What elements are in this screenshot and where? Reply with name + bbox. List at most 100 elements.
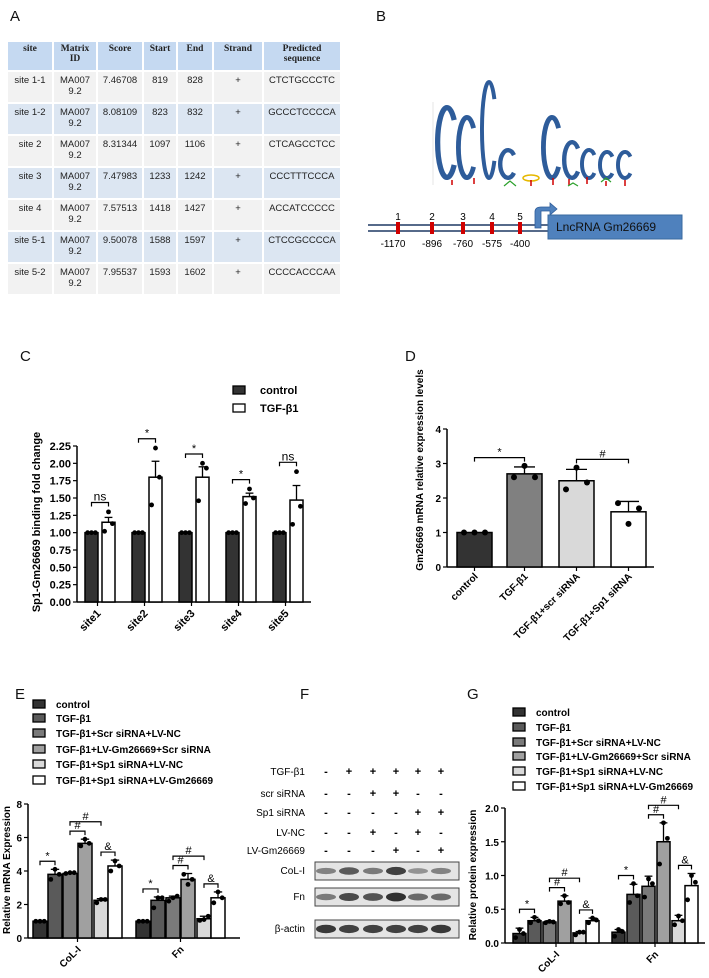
bar	[165, 897, 181, 939]
data-point	[102, 897, 108, 902]
data-point	[625, 520, 632, 527]
logo-letter-c	[541, 115, 561, 180]
binding-site-number: 2	[429, 212, 435, 223]
table-header-row: site Matrix ID Score Start End Strand Pr…	[8, 42, 342, 71]
data-point	[140, 918, 146, 924]
significance-label: *	[148, 878, 153, 890]
x-tick-label: site1	[77, 608, 103, 634]
data-point	[243, 501, 249, 506]
y-tick-label: 1	[435, 529, 441, 540]
data-point	[616, 927, 621, 932]
data-point	[106, 509, 111, 515]
protein-band	[363, 867, 383, 875]
table-cell: 1588	[143, 230, 178, 263]
legend-swatch	[512, 751, 526, 761]
col-score: Score	[97, 42, 144, 71]
data-point	[37, 918, 43, 924]
significance-label: &	[104, 841, 112, 853]
table-cell: 1602	[177, 262, 214, 294]
bar	[93, 899, 109, 939]
bar	[77, 842, 93, 939]
binding-site-table: site Matrix ID Score Start End Strand Pr…	[8, 42, 342, 294]
protein-band	[386, 866, 406, 876]
data-point	[277, 530, 282, 536]
protein-band	[431, 893, 451, 901]
significance-label: #	[554, 877, 561, 889]
table-row: site 2 MA0079.2 8.31344 1097 1106 + CTCAGCCTCC	[8, 134, 342, 167]
data-point	[543, 920, 548, 926]
legend-swatch	[512, 781, 526, 791]
legend-label: TGF-β1+Sp1 siRNA+LV-Gm26669	[56, 776, 214, 787]
data-point	[631, 881, 636, 886]
condition-label: scr siRNA	[261, 789, 306, 800]
table-cell: MA0079.2	[53, 262, 98, 294]
data-point	[149, 502, 155, 508]
y-tick-label: 2	[435, 494, 441, 505]
binding-site-marker	[461, 222, 465, 234]
chart-d: 0 1 2 3 4 Gm26669 mRNA relative expression le…	[415, 369, 654, 644]
x-tick-label: site4	[218, 607, 245, 634]
x-tick-label: site3	[171, 608, 197, 634]
data-point	[174, 893, 180, 899]
bar	[684, 884, 699, 944]
significance-label: &	[681, 854, 689, 866]
bar	[180, 878, 196, 939]
data-point	[650, 881, 655, 886]
protein-band	[408, 868, 428, 874]
significance-label: *	[192, 443, 197, 455]
data-point	[205, 913, 211, 919]
data-point	[78, 843, 84, 849]
data-point	[471, 529, 478, 536]
y-tick-label: 0.75	[50, 545, 71, 557]
bar	[131, 531, 146, 603]
table-cell: 828	[177, 70, 214, 103]
condition-mark: -	[347, 788, 351, 800]
binding-site-number: 1	[395, 212, 401, 223]
data-point	[63, 871, 69, 876]
table-cell: 8.31344	[97, 134, 144, 167]
bar	[272, 531, 287, 603]
col-sequence: Predicted sequence	[263, 42, 342, 71]
blot-label: CoL-I	[281, 866, 305, 877]
data-point	[693, 879, 698, 885]
data-point	[273, 530, 278, 536]
table-cell: 823	[143, 102, 178, 135]
binding-site-marker	[430, 222, 434, 234]
data-point	[551, 919, 556, 925]
significance-label: #	[660, 794, 667, 806]
y-tick-label: 1.50	[50, 493, 71, 505]
significance-bracket	[617, 874, 635, 880]
table-cell: 1233	[143, 166, 178, 199]
data-point	[112, 858, 118, 864]
significance-bracket	[647, 804, 680, 810]
condition-mark: -	[347, 845, 351, 857]
data-point	[183, 530, 188, 536]
data-point	[615, 500, 621, 507]
data-point	[563, 486, 569, 493]
data-point	[298, 503, 303, 509]
chart-g: 0.0 0.5 1.0 1.5 2.0 Relative protein expressi…	[468, 707, 705, 975]
protein-band	[386, 892, 406, 902]
significance-bracket	[578, 909, 594, 914]
data-point	[116, 863, 122, 869]
y-axis-label: Gm26669 mRNA relative expression levels	[415, 369, 426, 571]
data-point	[219, 895, 225, 901]
legend-label: control	[260, 385, 297, 397]
legend-label: TGF-β1+Scr siRNA+LV-NC	[56, 729, 181, 740]
legend-label: TGF-β1+Scr siRNA+LV-NC	[536, 738, 661, 749]
table-cell: 1593	[143, 262, 178, 294]
logo-letter-c	[562, 140, 581, 180]
data-point	[52, 866, 58, 872]
y-tick-label: 0	[16, 934, 22, 945]
condition-mark: -	[324, 766, 328, 778]
x-tick-label: CoL-I	[536, 949, 562, 975]
significance-bracket	[647, 814, 665, 819]
table-cell: CCCTTTCCCA	[263, 166, 342, 199]
x-tick-label: site2	[124, 608, 150, 634]
significance-bracket	[69, 821, 102, 826]
data-point	[676, 913, 681, 919]
data-point	[226, 530, 232, 536]
data-point	[586, 920, 591, 926]
y-tick-label: 0.50	[50, 562, 71, 574]
significance-bracket	[69, 830, 86, 836]
